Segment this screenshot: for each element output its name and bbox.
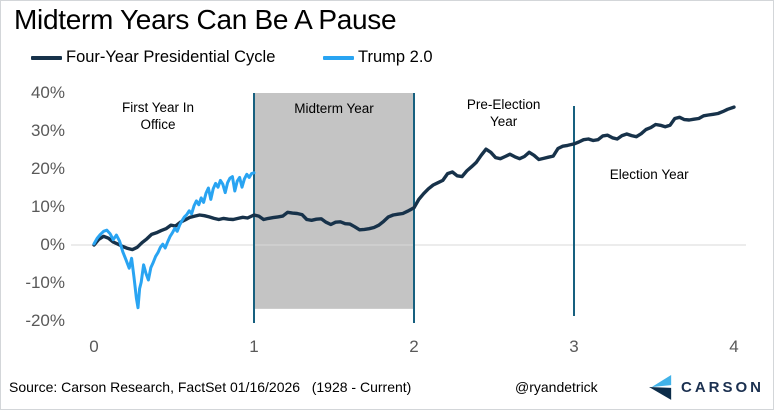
- y-tick-label: -20%: [25, 311, 65, 330]
- legend-label: Four-Year Presidential Cycle: [66, 48, 276, 66]
- twitter-handle: @ryandetrick: [515, 379, 598, 395]
- y-tick-label: 20%: [30, 159, 65, 178]
- legend-swatch-navy: [31, 55, 62, 60]
- y-tick-label: 30%: [30, 121, 65, 140]
- y-tick-label: 0%: [40, 235, 65, 254]
- y-tick-label: 10%: [30, 197, 65, 216]
- page-title: Midterm Years Can Be A Pause: [14, 4, 397, 35]
- plot-area: First Year In Office Midterm Year Pre-Elec…: [71, 93, 746, 323]
- source-text: Source: Carson Research, FactSet 01/16/2…: [9, 379, 412, 395]
- legend-swatch-blue: [323, 55, 354, 60]
- chart-canvas: [71, 93, 746, 323]
- carson-logo-icon: [648, 375, 672, 400]
- carson-logo: CARSON: [648, 373, 764, 401]
- y-tick-label: -10%: [25, 273, 65, 292]
- x-tick-label: 3: [569, 337, 579, 356]
- legend-item-four-year-cycle: Four-Year Presidential Cycle: [31, 48, 275, 67]
- x-tick-label: 1: [249, 337, 259, 356]
- legend-item-trump-2-0: Trump 2.0: [323, 48, 433, 67]
- x-tick-label: 4: [729, 337, 739, 356]
- y-tick-label: 40%: [30, 83, 65, 102]
- carson-logo-text: CARSON: [680, 378, 764, 396]
- legend-label: Trump 2.0: [358, 48, 433, 66]
- x-tick-label: 0: [89, 337, 99, 356]
- legend: Four-Year Presidential Cycle Trump 2.0: [1, 48, 773, 70]
- x-tick-label: 2: [409, 337, 419, 356]
